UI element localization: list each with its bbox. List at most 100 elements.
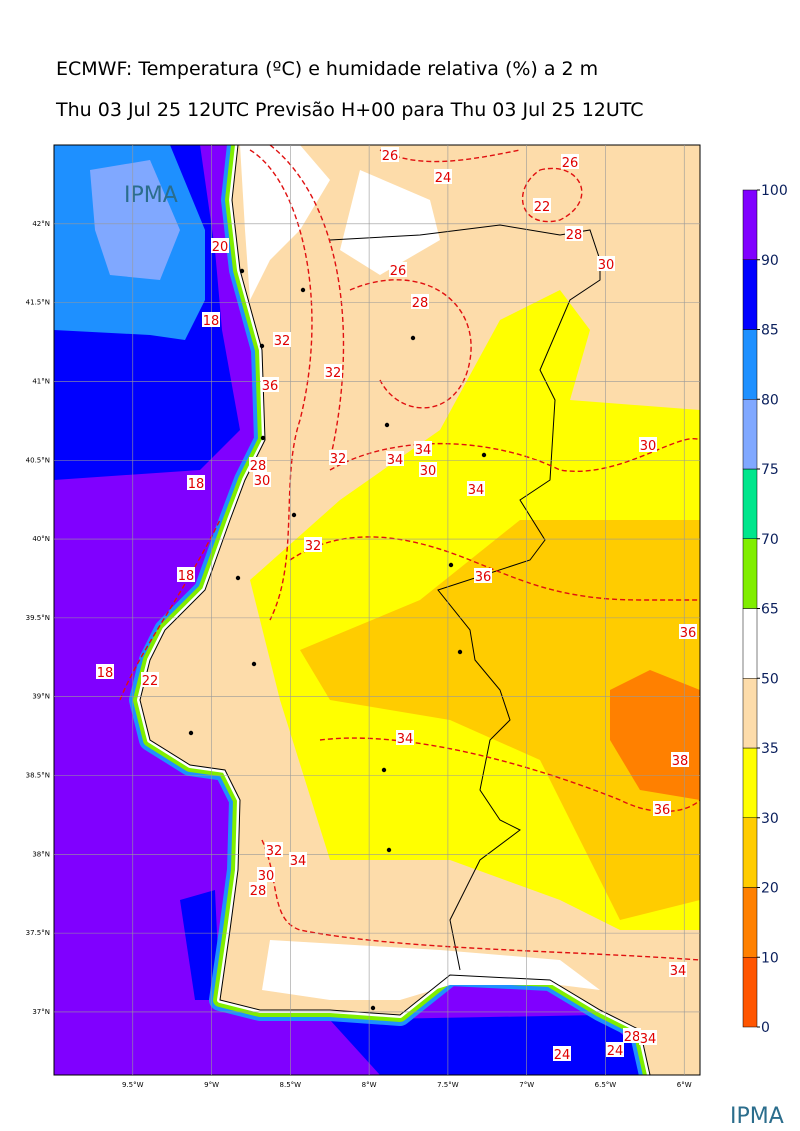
contour-label: 22 xyxy=(534,200,551,215)
colorbar-segment xyxy=(742,957,758,1028)
contour-label: 18 xyxy=(178,569,195,584)
colorbar-label: 50 xyxy=(761,671,779,687)
contour-label-bg xyxy=(597,256,615,271)
lon-tick-label: 7°W xyxy=(519,1081,534,1089)
contour-label-bg xyxy=(606,1042,624,1057)
colorbar-segment xyxy=(742,678,758,749)
contour-label-bg xyxy=(249,457,267,472)
contour-label-bg xyxy=(389,262,407,277)
contour-label: 28 xyxy=(624,1030,641,1045)
lon-tick-label: 6°W xyxy=(677,1081,692,1089)
logo: IPMA xyxy=(124,183,178,208)
colorbar-segment xyxy=(742,887,758,958)
lat-tick-label: 42°N xyxy=(32,220,50,228)
colorbar-label: 10 xyxy=(761,950,779,966)
lat-tick-label: 41°N xyxy=(32,377,50,385)
lat-tick-label: 37°N xyxy=(32,1008,50,1016)
contour-label: 36 xyxy=(262,379,279,394)
contour-label: 32 xyxy=(325,366,342,381)
contour-label-bg xyxy=(329,450,347,465)
subtitle: Thu 03 Jul 25 12UTC Previsão H+00 para T… xyxy=(55,99,644,121)
contour-label-bg xyxy=(273,332,291,347)
contour-label-bg xyxy=(411,294,429,309)
city xyxy=(259,343,265,349)
colorbar-segment xyxy=(742,538,758,609)
city xyxy=(239,268,245,274)
contour-label-bg xyxy=(381,147,399,162)
contour-label: 32 xyxy=(330,452,347,467)
title: ECMWF: Temperatura (ºC) e humidade relat… xyxy=(56,58,598,80)
contour-label: 30 xyxy=(420,464,437,479)
contour-label-bg xyxy=(261,377,279,392)
city xyxy=(300,287,306,293)
city xyxy=(188,730,194,736)
contour-label-bg xyxy=(639,1030,657,1045)
map-field xyxy=(54,145,700,1075)
contour-label-bg xyxy=(669,962,687,977)
map-frame xyxy=(53,144,701,1076)
colorbar-segment xyxy=(742,399,758,470)
city xyxy=(481,452,487,458)
colorbar-label: 30 xyxy=(761,811,779,827)
colorbar-segment xyxy=(742,189,758,260)
colorbar-label: 85 xyxy=(761,323,779,339)
contour-label-bg xyxy=(467,481,485,496)
contour-label: 18 xyxy=(188,477,205,492)
contour-label-bg xyxy=(265,842,283,857)
colorbar-segment xyxy=(742,747,758,818)
colorbar-label: 100 xyxy=(761,183,788,199)
contour-label: 24 xyxy=(554,1048,571,1063)
lat-tick-label: 39.5°N xyxy=(26,614,50,622)
contour-label: 24 xyxy=(607,1044,624,1059)
contour-label-bg xyxy=(289,852,307,867)
contour-label-bg xyxy=(679,624,697,639)
contour-label: 26 xyxy=(562,156,579,171)
city xyxy=(386,847,392,853)
logo: IPMA xyxy=(730,1104,784,1129)
city xyxy=(251,661,257,667)
colorbar-label: 0 xyxy=(761,1020,770,1036)
contour-label: 28 xyxy=(250,459,267,474)
contour-label-bg xyxy=(653,801,671,816)
contour-label: 26 xyxy=(390,264,407,279)
contour-label: 34 xyxy=(670,964,687,979)
contour-label-bg xyxy=(386,451,404,466)
contour-label-bg xyxy=(639,437,657,452)
contour-label: 34 xyxy=(468,483,485,498)
contour-label-bg xyxy=(177,567,195,582)
lat-tick-label: 38.5°N xyxy=(26,772,50,780)
contour-label-bg xyxy=(434,169,452,184)
city xyxy=(381,767,387,773)
contour-label-bg xyxy=(396,730,414,745)
contour-label-bg xyxy=(474,568,492,583)
contour-label: 30 xyxy=(254,474,271,489)
contour-label: 34 xyxy=(387,453,404,468)
colorbar-label: 35 xyxy=(761,741,779,757)
contour-label-bg xyxy=(257,867,275,882)
contour-label-bg xyxy=(533,198,551,213)
colorbar-label: 80 xyxy=(761,392,779,408)
city xyxy=(235,575,241,581)
colorbar-label: 65 xyxy=(761,602,779,618)
contour-label-bg xyxy=(324,364,342,379)
contour-label-bg xyxy=(419,462,437,477)
city xyxy=(260,435,266,441)
contour-label: 28 xyxy=(566,228,583,243)
contour-label: 38 xyxy=(672,754,689,769)
contour-label: 36 xyxy=(475,570,492,585)
lon-tick-label: 9.5°W xyxy=(122,1081,144,1089)
colorbar-label: 20 xyxy=(761,881,779,897)
contour-label: 34 xyxy=(290,854,307,869)
contour-label: 28 xyxy=(250,884,267,899)
contour-label-bg xyxy=(187,475,205,490)
contour-label: 30 xyxy=(598,258,615,273)
contour-label: 32 xyxy=(274,334,291,349)
contour-label-bg xyxy=(249,882,267,897)
city xyxy=(370,1005,376,1011)
lon-tick-label: 7.5°W xyxy=(437,1081,459,1089)
lat-tick-label: 39°N xyxy=(32,693,50,701)
colorbar-label: 75 xyxy=(761,462,779,478)
contour-label-bg xyxy=(304,537,322,552)
contour-label: 18 xyxy=(97,666,114,681)
